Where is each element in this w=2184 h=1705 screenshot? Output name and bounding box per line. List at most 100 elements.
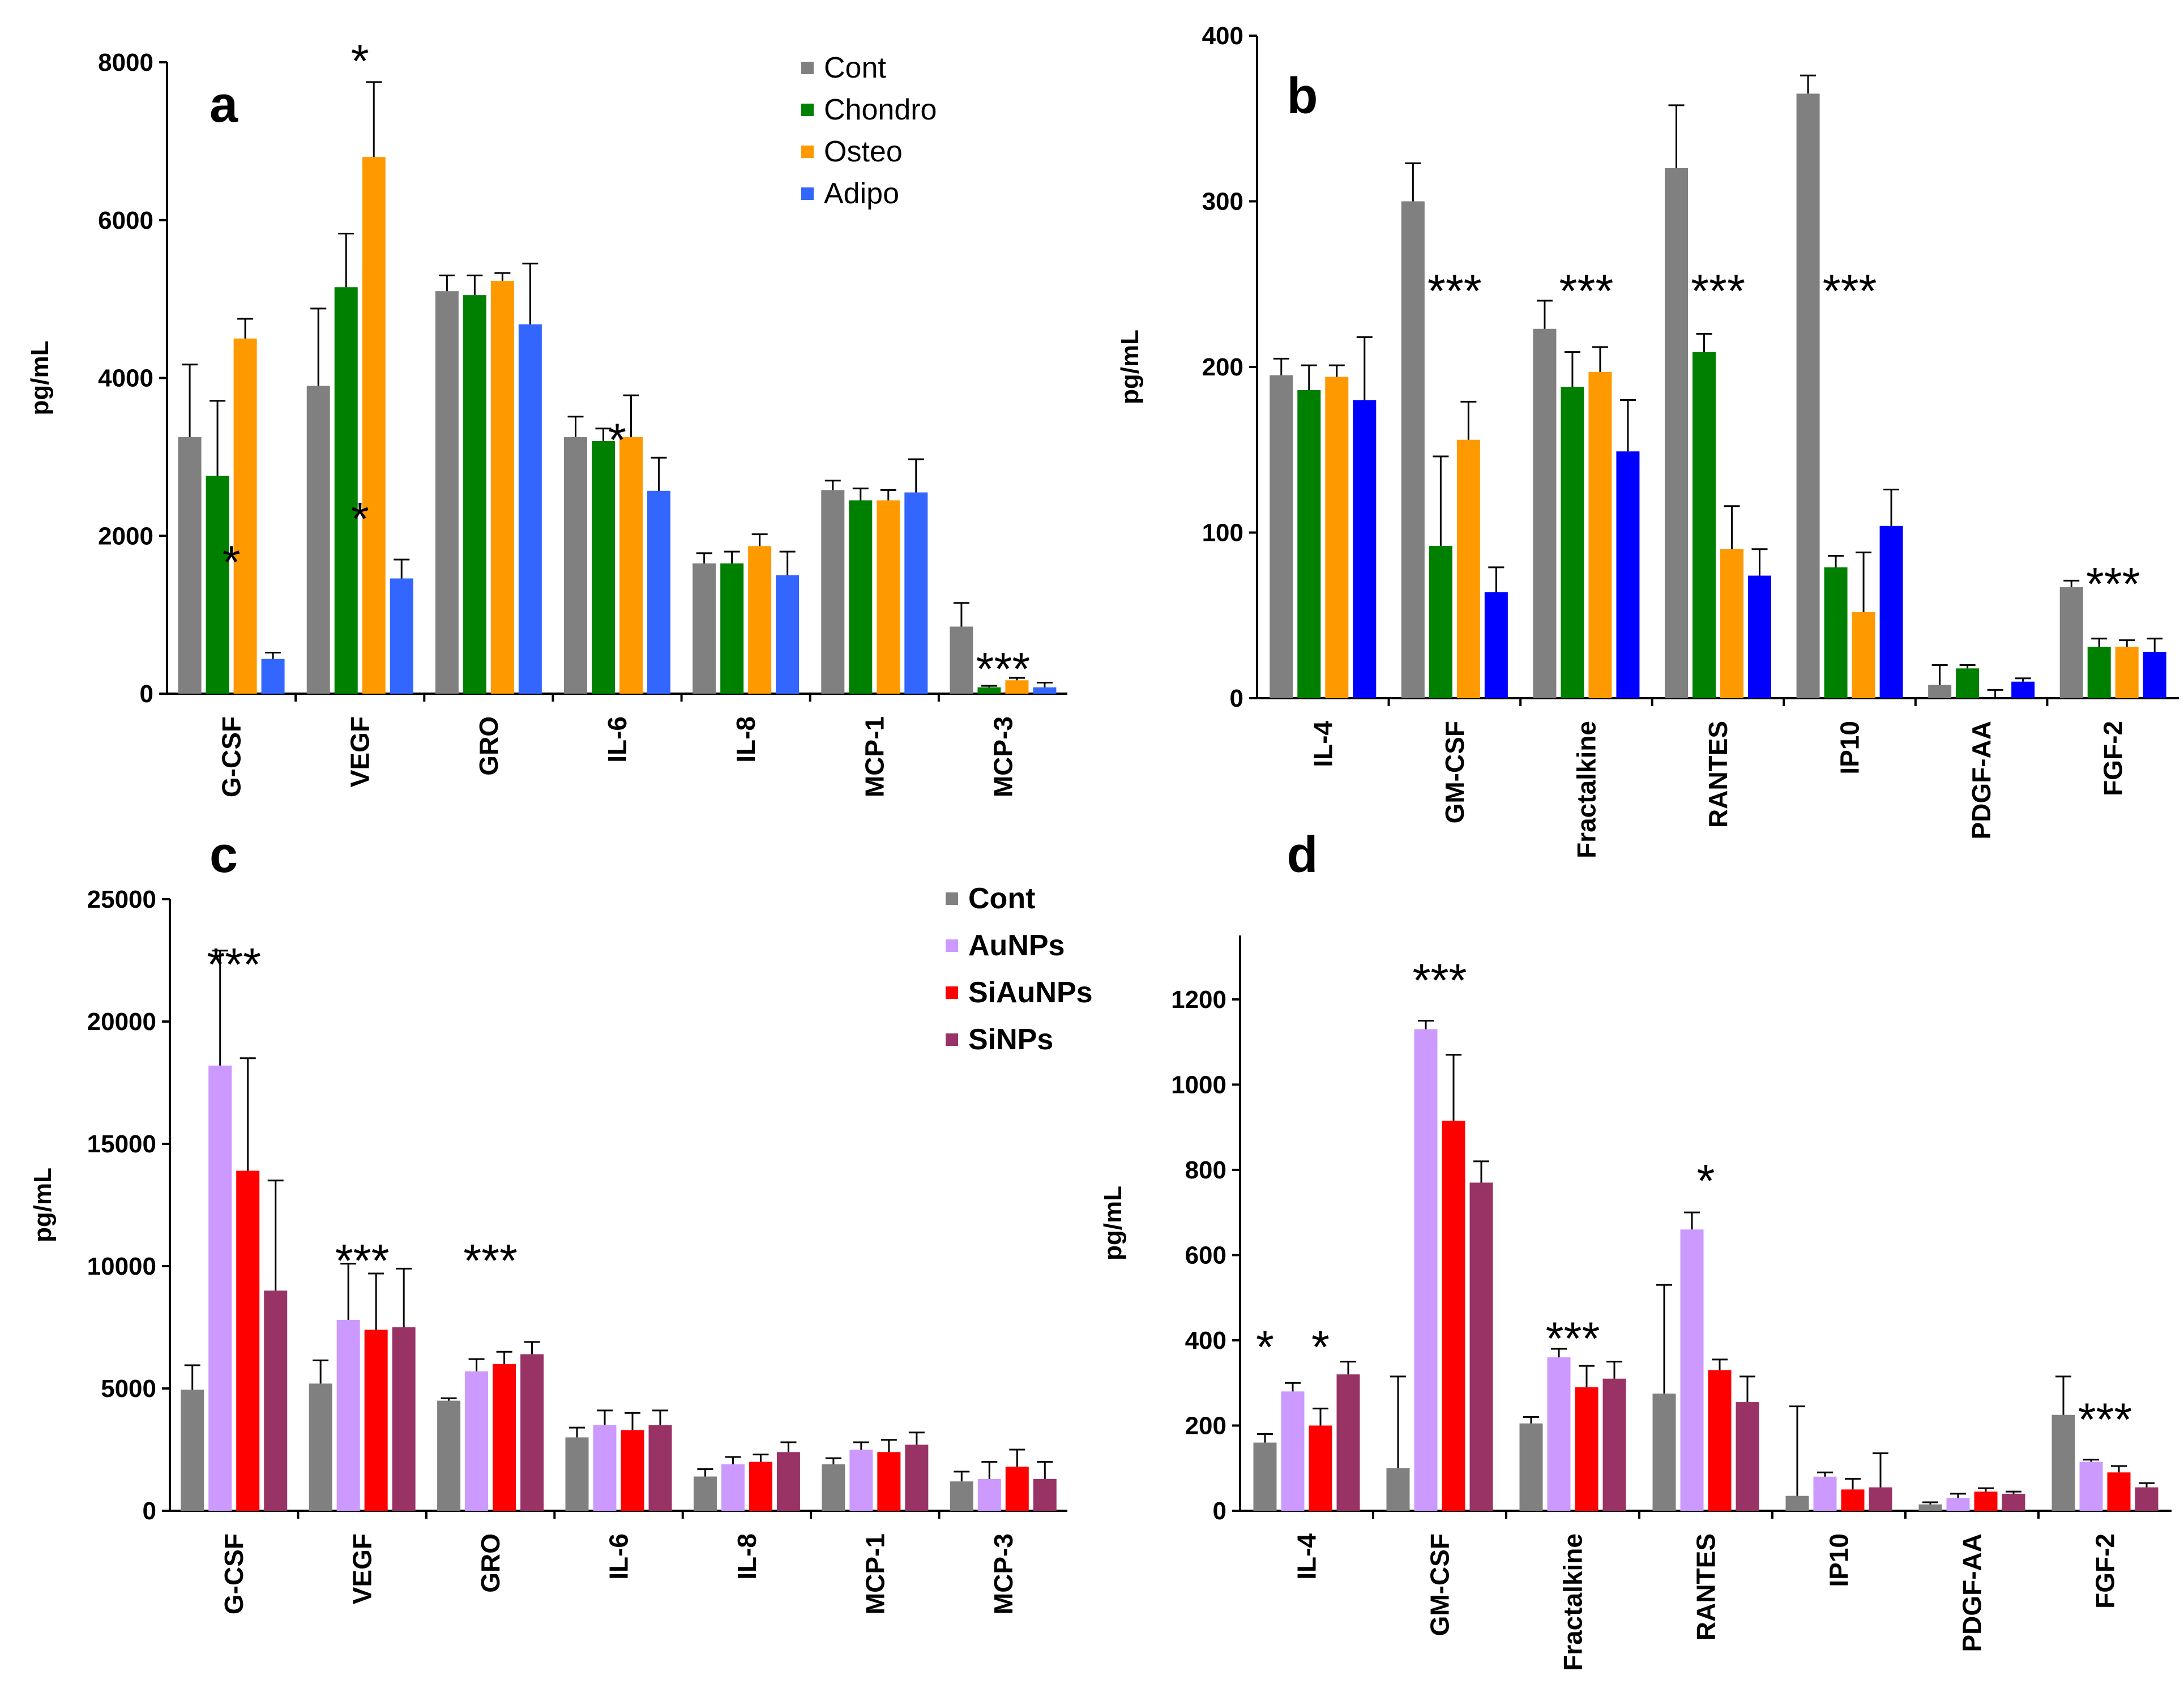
bar-osteo-il-6 [619,437,643,694]
bar-sinps-vegf [392,1327,416,1511]
y-tick-label: 0 [1213,1497,1226,1525]
bar-sinps-il-8 [776,1452,800,1511]
bar-osteo-g-csf [233,338,257,694]
bar-chondro-il-8 [720,563,744,694]
bar-siaunps-pdgf-aa [1974,1492,1998,1511]
bar-osteo-gm-csf [1456,439,1480,698]
bar-aunps-il-6 [593,1425,617,1511]
bar-adipo-fgf-2 [2143,652,2166,698]
bar-cont-il-8 [693,563,716,694]
bar-aunps-gro [465,1371,489,1511]
y-tick-label: 100 [1202,519,1243,547]
bar-cont-pdgf-aa [1918,1504,1942,1511]
bar-sinps-gro [520,1354,544,1511]
y-tick-label: 20000 [87,1008,156,1036]
legend-label: SiAuNPs [968,976,1093,1009]
bar-cont-ip10 [1796,93,1820,698]
bar-chondro-mcp-3 [977,687,1001,694]
bar-cont-mcp-1 [821,490,845,694]
panel-label: d [1287,827,1318,883]
x-category-label: VEGF [348,1533,377,1604]
y-axis-label: pg/mL [1116,330,1144,404]
bar-aunps-fractalkine [1547,1357,1571,1511]
x-category-label: G-CSF [217,716,246,797]
x-category-label: Fractalkine [1571,721,1601,858]
legend-swatch [801,187,814,200]
significance-marker: * [1311,1322,1330,1373]
bar-osteo-fgf-2 [2115,647,2139,698]
bar-cont-fgf-2 [2051,1415,2075,1511]
bar-chondro-rantes [1693,352,1716,698]
x-category-label: RANTES [1703,721,1733,828]
bar-adipo-il-6 [647,490,670,694]
legend-swatch [946,986,958,999]
bar-aunps-il-8 [721,1464,745,1511]
significance-marker: *** [463,1235,518,1287]
x-category-label: G-CSF [219,1533,249,1614]
x-category-label: IL-6 [604,1533,634,1580]
x-category-label: GM-CSF [1425,1533,1455,1636]
bar-cont-g-csf [181,1390,204,1511]
x-category-label: GRO [474,716,503,776]
significance-marker: * [351,36,369,87]
significance-marker: * [223,537,241,588]
bar-sinps-il-6 [648,1425,672,1511]
bar-cont-il-6 [565,1437,589,1511]
x-category-label: FGF-2 [2098,721,2128,796]
bar-adipo-il-8 [776,575,800,694]
x-category-label: MCP-1 [860,716,889,797]
legend-swatch [946,939,958,952]
bar-chondro-pdgf-aa [1956,668,1980,698]
significance-marker: *** [1691,266,1745,317]
x-category-label: RANTES [1691,1533,1721,1640]
bar-sinps-g-csf [264,1290,288,1511]
bar-osteo-mcp-3 [1005,680,1029,694]
y-tick-label: 400 [1202,22,1243,50]
bar-siaunps-il-4 [1309,1425,1332,1511]
significance-marker: * [1697,1155,1715,1207]
significance-marker: *** [1823,266,1877,317]
bar-cont-fractalkine [1519,1423,1543,1511]
bar-osteo-il-4 [1325,377,1349,698]
bar-siaunps-ip10 [1841,1489,1865,1511]
bar-siaunps-mcp-3 [1005,1467,1029,1511]
bar-osteo-ip10 [1852,612,1875,698]
panel-label: a [210,76,238,133]
bar-siaunps-g-csf [236,1170,260,1511]
bar-aunps-mcp-3 [977,1478,1001,1511]
y-tick-label: 800 [1185,1156,1226,1184]
significance-marker: *** [1546,1313,1600,1365]
bar-cont-g-csf [178,437,202,694]
bar-cont-gm-csf [1401,201,1425,698]
bar-chondro-ip10 [1824,567,1848,698]
bar-sinps-mcp-1 [905,1445,929,1511]
bar-cont-rantes [1665,168,1688,698]
bar-adipo-fractalkine [1616,451,1640,698]
bar-aunps-ip10 [1813,1476,1837,1511]
y-axis-label: pg/mL [26,341,54,416]
bar-osteo-rantes [1720,549,1743,698]
bar-sinps-il-4 [1336,1374,1360,1511]
bar-sinps-rantes [1736,1402,1759,1511]
bar-chondro-fgf-2 [2087,647,2111,698]
x-category-label: FGF-2 [2091,1533,2120,1609]
bar-cont-fgf-2 [2059,587,2083,698]
bar-cont-fractalkine [1533,328,1557,698]
bar-sinps-mcp-3 [1033,1478,1057,1511]
bar-chondro-gm-csf [1429,545,1452,698]
y-tick-label: 10000 [87,1253,156,1280]
bar-osteo-vegf [362,157,386,694]
bar-siaunps-gm-csf [1442,1121,1465,1511]
x-category-label: MCP-1 [860,1533,890,1614]
bar-adipo-mcp-1 [904,492,928,694]
bar-siaunps-fractalkine [1575,1387,1599,1511]
x-category-label: IL-4 [1292,1533,1322,1580]
y-tick-label: 8000 [98,49,153,76]
bar-sinps-gm-csf [1469,1182,1493,1511]
y-tick-label: 6000 [98,207,153,234]
bar-cont-il-4 [1270,375,1293,698]
bar-adipo-g-csf [261,659,285,694]
legend-swatch [946,1033,958,1046]
bar-chondro-gro [463,295,486,694]
x-category-label: Fractalkine [1558,1533,1588,1671]
